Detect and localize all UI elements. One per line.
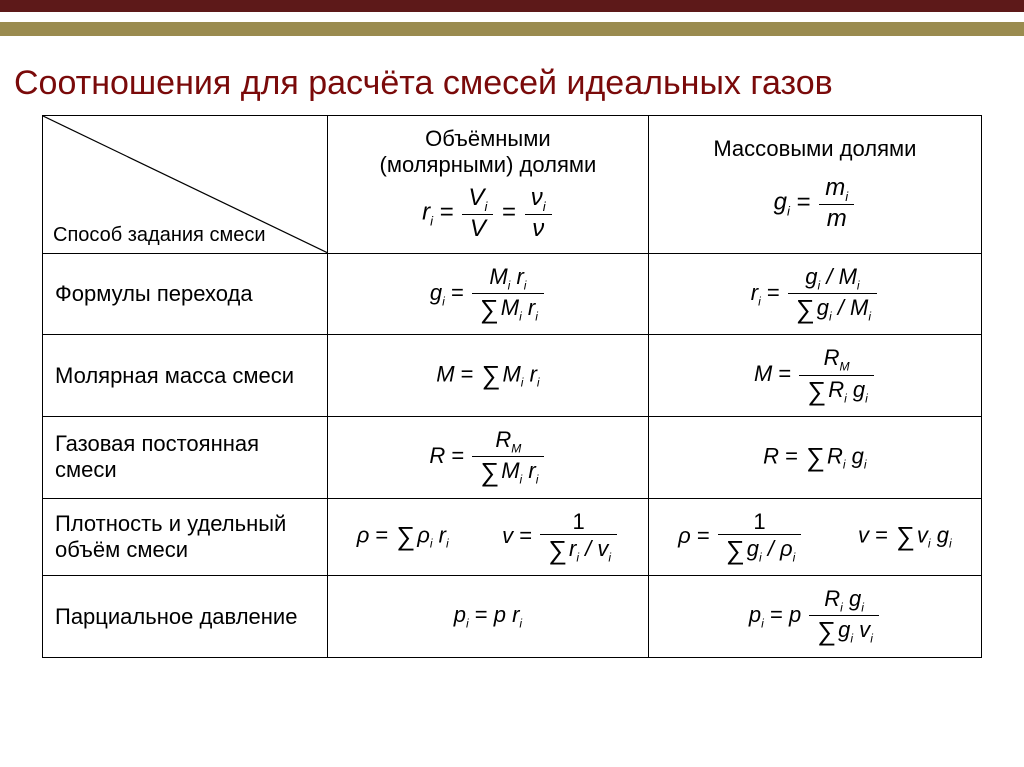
formula-gi-def: gi = mim [661,174,969,233]
formula-gi-from-ri: gi = Mi ri ∑Mi ri [328,253,649,335]
row-label-partial-pressure: Парциальное давление [43,576,328,658]
formula-pi-volume: pi = p ri [328,576,649,658]
header-col-volume: Объёмными (молярными) долями ri = ViV = … [328,116,649,254]
formula-rho-v-mass: ρ = 1 ∑gi / ρi v = ∑vi gi [648,498,981,576]
formula-table: Способ задания смеси Объёмными (молярным… [42,115,982,658]
row-label-conversion: Формулы перехода [43,253,328,335]
page-title: Соотношения для расчёта смесей идеальных… [0,36,1024,115]
row-label-density: Плотность и удельный объём смеси [43,498,328,576]
row-label-molar-mass: Молярная масса смеси [43,335,328,417]
row-label-gas-constant: Газовая постоянная смеси [43,416,328,498]
formula-ri-from-gi: ri = gi / Mi ∑gi / Mi [648,253,981,335]
formula-ri-def: ri = ViV = νiν [340,184,636,243]
header-col-mass: Массовыми долями gi = mim [648,116,981,254]
formula-pi-mass: pi = p Ri gi ∑gi vi [648,576,981,658]
formula-rho-v-volume: ρ = ∑ρi ri v = 1 ∑ri / vi [328,498,649,576]
formula-R-mass: R = ∑Ri gi [648,416,981,498]
formula-M-volume: M = ∑Mi ri [328,335,649,417]
header-col1-line1: Объёмными [340,126,636,152]
corner-label-bottom: Способ задания смеси [53,224,266,247]
formula-M-mass: M = RM ∑Ri gi [648,335,981,417]
header-col2: Массовыми долями [661,136,969,162]
decor-band-olive [0,22,1024,36]
formula-R-volume: R = RM ∑Mi ri [328,416,649,498]
decor-band-white [0,12,1024,22]
header-col1-line2: (молярными) долями [340,152,636,178]
decor-band-dark [0,0,1024,12]
header-corner: Способ задания смеси [43,116,328,254]
